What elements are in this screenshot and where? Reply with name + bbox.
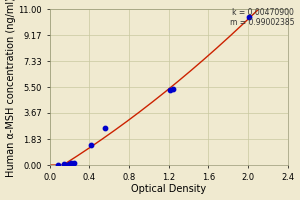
Point xyxy=(247,15,252,18)
Point xyxy=(167,89,172,92)
Point xyxy=(88,144,93,147)
Point xyxy=(68,162,73,165)
Text: k = 0.00470900
m = 0.99002385: k = 0.00470900 m = 0.99002385 xyxy=(230,8,294,27)
Point xyxy=(170,87,175,91)
Point xyxy=(62,163,67,166)
Point xyxy=(71,161,76,164)
Point xyxy=(56,163,61,167)
X-axis label: Optical Density: Optical Density xyxy=(131,184,206,194)
Point xyxy=(103,126,107,129)
Point xyxy=(66,162,71,165)
Y-axis label: Human α-MSH concentration (ng/ml): Human α-MSH concentration (ng/ml) xyxy=(6,0,16,177)
